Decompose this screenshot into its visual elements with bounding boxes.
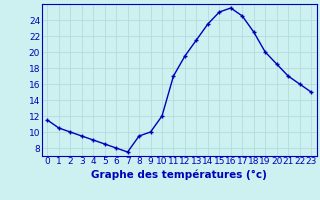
X-axis label: Graphe des températures (°c): Graphe des températures (°c)	[91, 169, 267, 180]
